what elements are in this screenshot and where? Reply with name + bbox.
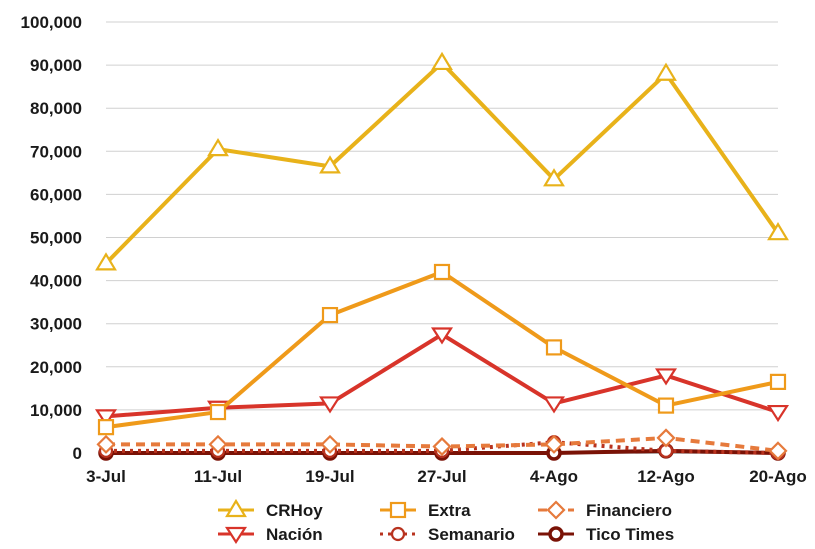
point-marker bbox=[656, 428, 676, 448]
legend-item: Semanario bbox=[380, 525, 515, 544]
legend-item: CRHoy bbox=[218, 498, 323, 520]
legend-item: Tico Times bbox=[538, 525, 674, 544]
point-marker bbox=[766, 404, 790, 423]
series-extra bbox=[97, 263, 787, 436]
point-marker bbox=[96, 434, 116, 454]
y-tick-label: 40,000 bbox=[30, 272, 82, 291]
y-tick-label: 70,000 bbox=[30, 142, 82, 161]
y-tick-label: 20,000 bbox=[30, 358, 82, 377]
y-tick-label: 60,000 bbox=[30, 185, 82, 204]
point-marker bbox=[542, 396, 566, 414]
point-marker bbox=[769, 373, 787, 390]
point-marker bbox=[207, 138, 229, 157]
legend-item: Financiero bbox=[538, 500, 672, 520]
x-tick-label: 20-Ago bbox=[749, 467, 807, 486]
point-marker bbox=[544, 434, 564, 454]
y-tick-label: 30,000 bbox=[30, 315, 82, 334]
y-tick-label: 90,000 bbox=[30, 56, 82, 75]
point-marker bbox=[209, 403, 227, 421]
point-marker bbox=[432, 436, 452, 457]
point-marker bbox=[654, 368, 678, 386]
y-axis: 0 10,000 20,000 30,000 40,000 50,000 60,000 70,… bbox=[21, 13, 82, 463]
x-tick-label: 19-Jul bbox=[305, 467, 354, 486]
point-marker bbox=[320, 434, 340, 454]
point-marker bbox=[546, 500, 566, 520]
plot-area bbox=[94, 51, 790, 461]
x-tick-label: 12-Ago bbox=[637, 467, 695, 486]
legend-label: Extra bbox=[428, 501, 471, 520]
x-tick-label: 11-Jul bbox=[194, 467, 242, 486]
legend-label: CRHoy bbox=[266, 501, 323, 520]
point-marker bbox=[225, 498, 247, 518]
point-marker bbox=[430, 327, 454, 345]
point-marker bbox=[433, 263, 451, 281]
point-marker bbox=[97, 419, 115, 436]
point-marker bbox=[389, 501, 407, 519]
point-marker bbox=[321, 306, 339, 324]
x-tick-label: 4-Ago bbox=[530, 467, 578, 486]
series-line bbox=[105, 269, 779, 430]
x-tick-label: 27-Jul bbox=[417, 467, 466, 486]
x-axis: 3-Jul 11-Jul 19-Jul 27-Jul 4-Ago 12-Ago 20-Ago bbox=[86, 467, 807, 486]
point-marker bbox=[548, 526, 564, 542]
point-marker bbox=[94, 409, 118, 427]
series-financiero bbox=[96, 428, 788, 461]
point-marker bbox=[318, 396, 342, 414]
x-tick-label: 3-Jul bbox=[86, 467, 126, 486]
y-tick-label: 50,000 bbox=[30, 229, 82, 248]
point-marker bbox=[768, 441, 788, 461]
legend-label: Nación bbox=[266, 525, 323, 544]
point-marker bbox=[543, 168, 565, 187]
point-marker bbox=[95, 252, 117, 271]
legend-item: Extra bbox=[380, 501, 471, 520]
series-line bbox=[104, 60, 780, 265]
y-tick-label: 0 bbox=[73, 444, 82, 463]
series-crhoy bbox=[95, 51, 789, 271]
y-tick-label: 100,000 bbox=[21, 13, 82, 32]
point-marker bbox=[655, 62, 677, 81]
legend-label: Financiero bbox=[586, 501, 672, 520]
point-marker bbox=[208, 434, 228, 454]
legend-label: Tico Times bbox=[586, 525, 674, 544]
point-marker bbox=[545, 339, 563, 356]
legend-item: Nación bbox=[218, 525, 323, 545]
point-marker bbox=[657, 397, 675, 414]
legend: CRHoy Extra Financiero Nación Semanario Tico … bbox=[218, 498, 674, 545]
point-marker bbox=[224, 526, 248, 545]
point-marker bbox=[319, 155, 341, 174]
y-tick-label: 80,000 bbox=[30, 99, 82, 118]
point-marker bbox=[767, 222, 789, 241]
point-marker bbox=[431, 51, 453, 71]
legend-label: Semanario bbox=[428, 525, 515, 544]
y-tick-label: 10,000 bbox=[30, 401, 82, 420]
point-marker bbox=[390, 526, 406, 542]
